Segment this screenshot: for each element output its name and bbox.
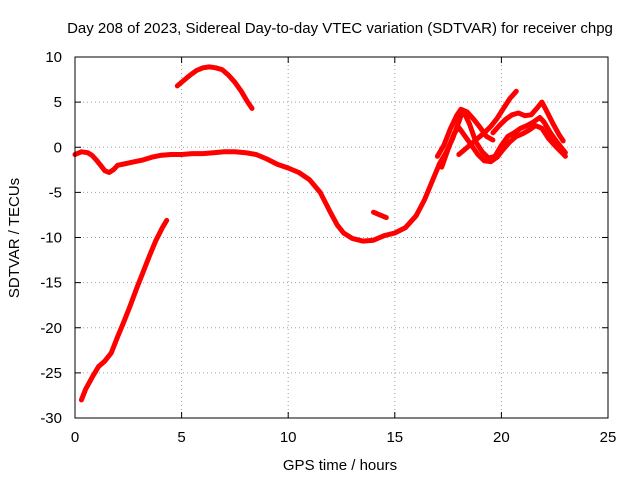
x-tick-label: 15 xyxy=(386,429,403,446)
x-axis-label: GPS time / hours xyxy=(283,457,397,474)
y-tick-label: -20 xyxy=(40,320,62,337)
y-tick-label: -15 xyxy=(40,275,62,292)
chart-title: Day 208 of 2023, Sidereal Day-to-day VTE… xyxy=(67,20,613,37)
x-tick-label: 25 xyxy=(600,429,617,446)
y-axis-label: SDTVAR / TECUs xyxy=(6,178,23,298)
y-tick-label: -25 xyxy=(40,365,62,382)
series-trace-main xyxy=(72,107,568,244)
series-trace-evening-band xyxy=(439,123,568,170)
y-tick-label: -5 xyxy=(49,184,62,201)
y-tick-label: 10 xyxy=(45,49,62,66)
series-trace-evening-loop-b xyxy=(456,88,519,157)
y-tick-label: 0 xyxy=(54,139,62,156)
series-trace-afternoon-spur xyxy=(371,209,389,221)
series-trace-upper-arc xyxy=(174,64,255,111)
y-tick-label: -10 xyxy=(40,230,62,247)
x-tick-label: 10 xyxy=(280,429,297,446)
y-tick-label: -30 xyxy=(40,410,62,427)
series-trace-rising-left xyxy=(78,217,170,403)
series-trace-evening-loop-c xyxy=(490,99,566,144)
axis-ticks: 0 5 10 15 20 25 -30 -25 -20 -15 -10 -5 0 5 10 xyxy=(40,49,616,446)
x-tick-label: 20 xyxy=(493,429,510,446)
plot-area xyxy=(72,64,568,403)
x-tick-label: 5 xyxy=(177,429,185,446)
y-tick-label: 5 xyxy=(54,94,62,111)
x-tick-label: 0 xyxy=(71,429,79,446)
grid xyxy=(75,57,608,418)
